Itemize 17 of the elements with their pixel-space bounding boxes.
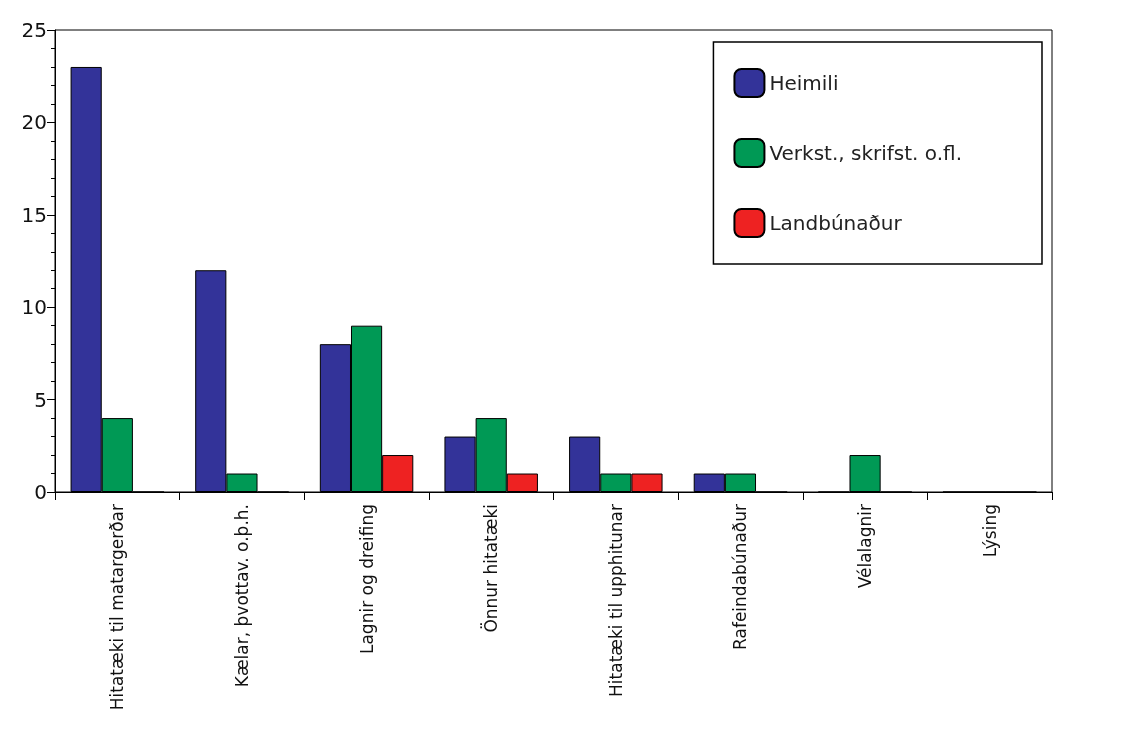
x-tick-label: Lagnir og dreifing: [356, 504, 377, 655]
x-tick-label: Vélalagnir: [855, 503, 876, 589]
legend-label: Landbúnaður: [769, 211, 903, 235]
x-tick-label: Hitatæki til matargerðar: [107, 503, 128, 711]
x-tick-label: Lýsing: [979, 504, 1000, 558]
y-tick-label: 0: [34, 480, 47, 504]
legend-label: Verkst., skrifst. o.fl.: [769, 141, 963, 165]
legend-label: Heimili: [769, 71, 839, 95]
y-tick-label: 25: [21, 18, 47, 42]
y-tick-label: 15: [21, 202, 47, 227]
x-tick-label: Hitatæki til upphitunar: [605, 504, 626, 697]
x-tick-label: Önnur hitatæki: [480, 504, 502, 633]
y-tick-label: 5: [34, 387, 47, 412]
x-tick-label: Kælar, þvottav. o.þ.h.: [231, 504, 252, 688]
x-tick-label: Rafeindabúnaður: [730, 504, 751, 650]
y-tick-label: 20: [21, 110, 47, 135]
y-tick-label: 10: [21, 295, 47, 320]
